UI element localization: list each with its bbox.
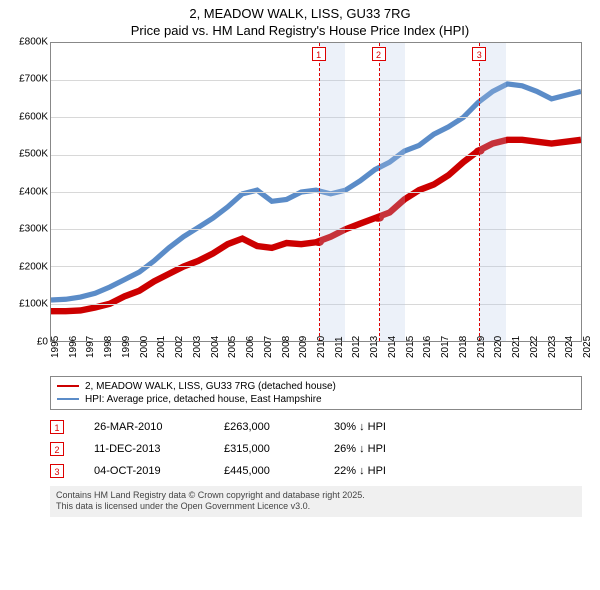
legend-swatch <box>57 398 79 400</box>
x-axis: 1995199619971998199920002001200220032004… <box>50 342 582 372</box>
x-tick-label: 2011 <box>334 336 345 358</box>
x-tick-label: 2016 <box>422 336 433 358</box>
sale-marker-label: 1 <box>312 47 326 61</box>
x-tick-label: 2022 <box>529 336 540 358</box>
legend-item: 2, MEADOW WALK, LISS, GU33 7RG (detached… <box>57 380 575 393</box>
footer-line-2: This data is licensed under the Open Gov… <box>56 501 576 513</box>
x-tick-label: 2019 <box>476 336 487 358</box>
y-tick-label: £300K <box>19 224 48 235</box>
sale-marker-line <box>379 43 380 341</box>
sale-price: £445,000 <box>224 465 304 477</box>
sale-date: 04-OCT-2019 <box>94 465 194 477</box>
x-tick-label: 1995 <box>50 336 61 358</box>
sale-row: 2 11-DEC-2013 £315,000 26% ↓ HPI <box>50 438 582 460</box>
x-tick-label: 2000 <box>139 336 150 358</box>
x-tick-label: 1997 <box>85 336 96 358</box>
sale-marker-line <box>479 43 480 341</box>
x-tick-label: 2009 <box>298 336 309 358</box>
shaded-band <box>379 43 406 341</box>
x-tick-label: 2012 <box>351 336 362 358</box>
x-tick-label: 2015 <box>405 336 416 358</box>
footer: Contains HM Land Registry data © Crown c… <box>50 486 582 517</box>
chart-area: £0£100K£200K£300K£400K£500K£600K£700K£80… <box>10 42 582 372</box>
y-tick-label: £200K <box>19 261 48 272</box>
sale-row: 3 04-OCT-2019 £445,000 22% ↓ HPI <box>50 460 582 482</box>
x-tick-label: 2023 <box>547 336 558 358</box>
x-tick-label: 2013 <box>369 336 380 358</box>
x-tick-label: 2002 <box>174 336 185 358</box>
x-tick-label: 2021 <box>511 336 522 358</box>
title-line-1: 2, MEADOW WALK, LISS, GU33 7RG <box>10 6 590 23</box>
title-line-2: Price paid vs. HM Land Registry's House … <box>10 23 590 40</box>
y-tick-label: £500K <box>19 149 48 160</box>
x-tick-label: 2004 <box>210 336 221 358</box>
legend-swatch <box>57 385 79 387</box>
shaded-band <box>319 43 346 341</box>
legend-label: 2, MEADOW WALK, LISS, GU33 7RG (detached… <box>85 381 336 392</box>
shaded-band <box>479 43 506 341</box>
x-tick-label: 2006 <box>245 336 256 358</box>
chart-container: 2, MEADOW WALK, LISS, GU33 7RG Price pai… <box>0 0 600 590</box>
sale-diff: 26% ↓ HPI <box>334 443 424 455</box>
footer-line-1: Contains HM Land Registry data © Crown c… <box>56 490 576 502</box>
sales-table: 1 26-MAR-2010 £263,000 30% ↓ HPI 2 11-DEC-201… <box>50 416 582 482</box>
y-tick-label: £400K <box>19 186 48 197</box>
sale-marker-label: 2 <box>372 47 386 61</box>
x-tick-label: 2008 <box>281 336 292 358</box>
x-tick-label: 2025 <box>582 336 593 358</box>
y-tick-label: £800K <box>19 36 48 47</box>
x-tick-label: 2005 <box>227 336 238 358</box>
y-tick-label: £600K <box>19 111 48 122</box>
sale-diff: 22% ↓ HPI <box>334 465 424 477</box>
x-tick-label: 1999 <box>121 336 132 358</box>
sale-date: 11-DEC-2013 <box>94 443 194 455</box>
x-tick-label: 2024 <box>564 336 575 358</box>
legend-item: HPI: Average price, detached house, East… <box>57 393 575 406</box>
sale-date: 26-MAR-2010 <box>94 421 194 433</box>
sale-marker-label: 3 <box>472 47 486 61</box>
x-tick-label: 2020 <box>493 336 504 358</box>
sale-row: 1 26-MAR-2010 £263,000 30% ↓ HPI <box>50 416 582 438</box>
sale-price: £263,000 <box>224 421 304 433</box>
sale-diff: 30% ↓ HPI <box>334 421 424 433</box>
sale-price: £315,000 <box>224 443 304 455</box>
plot-region: 1 2 3 <box>50 42 582 342</box>
title-block: 2, MEADOW WALK, LISS, GU33 7RG Price pai… <box>0 0 600 42</box>
x-tick-label: 2018 <box>458 336 469 358</box>
x-tick-label: 2017 <box>440 336 451 358</box>
legend-label: HPI: Average price, detached house, East… <box>85 394 322 405</box>
x-tick-label: 1996 <box>68 336 79 358</box>
x-tick-label: 2010 <box>316 336 327 358</box>
x-tick-label: 2014 <box>387 336 398 358</box>
y-tick-label: £100K <box>19 299 48 310</box>
y-tick-label: £700K <box>19 74 48 85</box>
y-tick-label: £0 <box>37 336 48 347</box>
sale-row-marker: 1 <box>50 420 64 434</box>
x-tick-label: 2007 <box>263 336 274 358</box>
sale-row-marker: 3 <box>50 464 64 478</box>
x-tick-label: 2001 <box>156 336 167 358</box>
sale-marker-line <box>319 43 320 341</box>
sale-row-marker: 2 <box>50 442 64 456</box>
y-axis: £0£100K£200K£300K£400K£500K£600K£700K£80… <box>10 42 50 342</box>
x-tick-label: 1998 <box>103 336 114 358</box>
x-tick-label: 2003 <box>192 336 203 358</box>
legend: 2, MEADOW WALK, LISS, GU33 7RG (detached… <box>50 376 582 410</box>
